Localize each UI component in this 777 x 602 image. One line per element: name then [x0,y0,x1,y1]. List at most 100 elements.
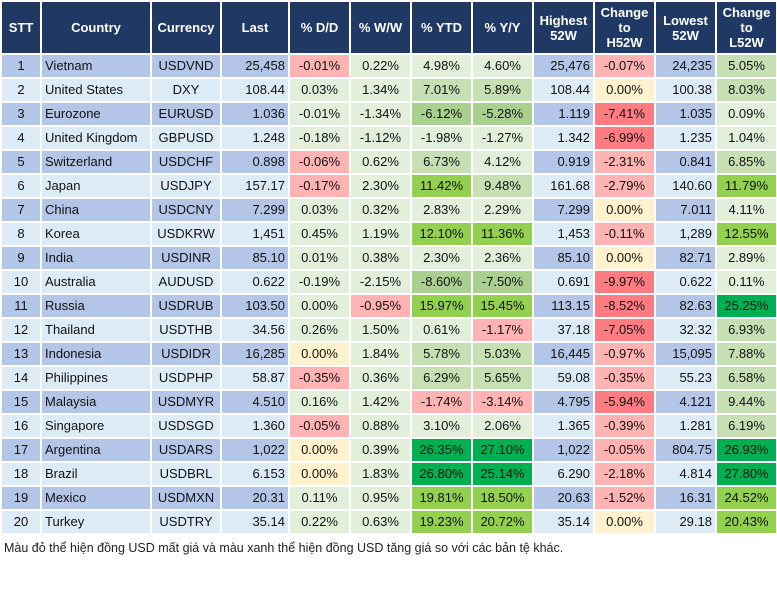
cell-currency: USDBRL [150,461,222,487]
cell-ch: -2.31% [593,149,656,175]
cell-country: Japan [40,173,152,199]
cell-yy: 2.36% [471,245,534,271]
cell-ytd: 6.73% [410,149,473,175]
cell-yy: 2.06% [471,413,534,439]
cell-last: 58.87 [220,365,290,391]
cell-dd: -0.01% [288,53,351,79]
cell-cl: 11.79% [715,173,777,199]
cell-stt: 14 [0,365,42,391]
cell-stt: 2 [0,77,42,103]
cell-last: 20.31 [220,485,290,511]
cell-ytd: 26.35% [410,437,473,463]
cell-country: Mexico [40,485,152,511]
cell-ww: 0.63% [349,509,412,535]
cell-country: Malaysia [40,389,152,415]
cell-ch: -0.07% [593,53,656,79]
cell-yy: 2.29% [471,197,534,223]
cell-yy: 15.45% [471,293,534,319]
cell-last: 103.50 [220,293,290,319]
cell-cl: 9.44% [715,389,777,415]
cell-last: 6.153 [220,461,290,487]
cell-country: Singapore [40,413,152,439]
cell-cl: 1.04% [715,125,777,151]
table-row: 2 United States DXY 108.44 0.03% 1.34% 7.01% 5.… [0,77,777,103]
cell-ytd: -6.12% [410,101,473,127]
cell-ww: 1.84% [349,341,412,367]
cell-last: 1.360 [220,413,290,439]
cell-ytd: 3.10% [410,413,473,439]
cell-currency: USDSGD [150,413,222,439]
cell-dd: -0.17% [288,173,351,199]
table-row: 8 Korea USDKRW 1,451 0.45% 1.19% 12.10% 11.36% 1… [0,221,777,247]
cell-last: 1,022 [220,437,290,463]
cell-cl: 24.52% [715,485,777,511]
cell-last: 0.622 [220,269,290,295]
cell-dd: 0.22% [288,509,351,535]
cell-ytd: 12.10% [410,221,473,247]
cell-currency: USDINR [150,245,222,271]
cell-last: 34.56 [220,317,290,343]
cell-last: 25,458 [220,53,290,79]
table-row: 6 Japan USDJPY 157.17 -0.17% 2.30% 11.42% 9.48%… [0,173,777,199]
header-pct-ytd: % YTD [410,0,473,55]
cell-ytd: 2.30% [410,245,473,271]
cell-ww: 0.95% [349,485,412,511]
cell-currency: USDVND [150,53,222,79]
cell-ch: -1.52% [593,485,656,511]
cell-stt: 19 [0,485,42,511]
cell-ww: 1.50% [349,317,412,343]
header-highest-52w: Highest 52W [532,0,595,55]
table-row: 15 Malaysia USDMYR 4.510 0.16% 1.42% -1.74% -3.… [0,389,777,415]
cell-ytd: 2.83% [410,197,473,223]
table-row: 10 Australia AUDUSD 0.622 -0.19% -2.15% -8.60%… [0,269,777,295]
cell-ytd: 4.98% [410,53,473,79]
cell-currency: GBPUSD [150,125,222,151]
cell-yy: -1.27% [471,125,534,151]
cell-dd: -0.35% [288,365,351,391]
table-row: 3 Eurozone EURUSD 1.036 -0.01% -1.34% -6.12% -5… [0,101,777,127]
cell-yy: 18.50% [471,485,534,511]
cell-ch: -0.11% [593,221,656,247]
cell-currency: USDKRW [150,221,222,247]
cell-stt: 12 [0,317,42,343]
cell-dd: -0.06% [288,149,351,175]
header-pct-dd: % D/D [288,0,351,55]
cell-cl: 2.89% [715,245,777,271]
caption: Màu đỏ thể hiện đồng USD mất giá và màu … [4,541,564,555]
table-row: 12 Thailand USDTHB 34.56 0.26% 1.50% 0.61% -1.1… [0,317,777,343]
cell-stt: 1 [0,53,42,79]
cell-stt: 18 [0,461,42,487]
cell-ytd: 6.29% [410,365,473,391]
cell-currency: EURUSD [150,101,222,127]
cell-dd: -0.19% [288,269,351,295]
cell-country: Argentina [40,437,152,463]
header-pct-ww: % W/W [349,0,412,55]
cell-dd: 0.26% [288,317,351,343]
cell-yy: 20.72% [471,509,534,535]
cell-low: 1.035 [654,101,717,127]
cell-currency: USDMYR [150,389,222,415]
cell-yy: 5.03% [471,341,534,367]
cell-yy: 27.10% [471,437,534,463]
cell-country: Philippines [40,365,152,391]
cell-low: 82.71 [654,245,717,271]
cell-high: 0.691 [532,269,595,295]
cell-currency: AUDUSD [150,269,222,295]
cell-cl: 4.11% [715,197,777,223]
cell-high: 4.795 [532,389,595,415]
cell-country: China [40,197,152,223]
cell-dd: 0.00% [288,461,351,487]
cell-stt: 16 [0,413,42,439]
cell-ww: 1.83% [349,461,412,487]
cell-ch: -7.05% [593,317,656,343]
cell-dd: -0.05% [288,413,351,439]
cell-ch: 0.00% [593,509,656,535]
header-change-to-l52w: Change to L52W [715,0,777,55]
cell-ytd: -1.98% [410,125,473,151]
cell-ytd: 19.23% [410,509,473,535]
cell-currency: USDMXN [150,485,222,511]
cell-high: 16,445 [532,341,595,367]
table-row: 20 Turkey USDTRY 35.14 0.22% 0.63% 19.23% 20.72… [0,509,777,535]
cell-ch: -0.39% [593,413,656,439]
cell-dd: 0.00% [288,341,351,367]
